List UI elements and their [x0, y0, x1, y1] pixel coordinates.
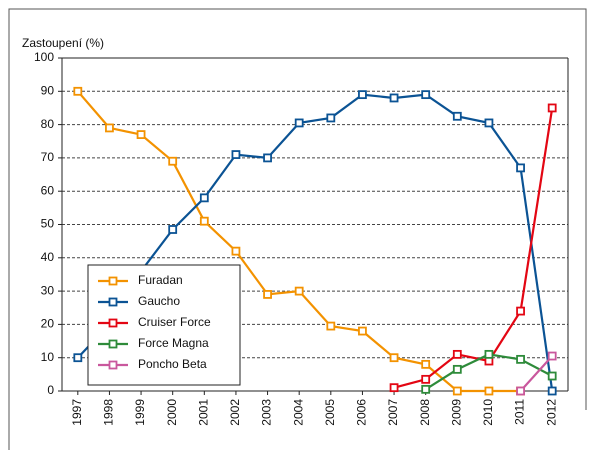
data-point: [105, 123, 114, 133]
data-point: [547, 386, 557, 396]
y-tick-label: 20: [41, 317, 55, 331]
legend-label: Cruiser Force: [138, 315, 211, 329]
y-tick-label: 100: [34, 50, 54, 64]
data-point: [263, 153, 272, 163]
y-tick-label: 60: [41, 183, 55, 197]
data-point: [452, 364, 462, 374]
x-tick-label: 2000: [165, 399, 179, 426]
data-point: [484, 118, 494, 128]
data-point: [294, 286, 304, 296]
data-point: [326, 321, 336, 331]
x-tick-label: 2011: [513, 399, 527, 425]
data-point: [168, 156, 178, 166]
data-point: [421, 359, 431, 369]
data-point: [516, 163, 525, 173]
series-line: [519, 355, 554, 392]
data-point: [516, 386, 525, 396]
y-axis-label: Zastoupení (%): [22, 36, 104, 50]
data-point: [358, 90, 367, 100]
data-point: [389, 353, 399, 363]
data-point: [484, 386, 494, 396]
x-tick-label: 2001: [196, 399, 210, 426]
frame: [8, 8, 587, 450]
series-line: [393, 107, 554, 389]
x-tick-label: 2010: [481, 399, 495, 426]
legend-label: Gaucho: [138, 294, 180, 308]
x-tick-label: 1997: [70, 399, 84, 426]
data-point: [168, 225, 178, 234]
data-point: [136, 130, 146, 139]
data-point: [326, 113, 336, 123]
data-point: [358, 326, 367, 336]
x-tick-label: 2007: [386, 399, 400, 426]
data-point: [547, 103, 557, 113]
data-point: [421, 384, 431, 394]
data-point: [294, 118, 304, 128]
x-tick-label: 2009: [449, 399, 463, 426]
data-point: [199, 216, 209, 226]
data-point: [547, 371, 557, 381]
y-tick-label: 80: [41, 117, 55, 131]
legend-marker: [108, 297, 118, 307]
data-point: [547, 351, 557, 361]
y-tick-label: 90: [41, 83, 55, 97]
series-line: [77, 93, 554, 392]
x-tick-label: 2006: [355, 399, 369, 426]
x-tick-label: 2004: [291, 399, 305, 426]
data-point: [452, 349, 462, 359]
legend-marker: [108, 360, 118, 370]
y-tick-label: 50: [41, 217, 55, 231]
y-tick-label: 10: [41, 350, 55, 364]
x-tick-label: 2008: [418, 399, 432, 426]
y-tick-label: 40: [41, 250, 55, 264]
data-point: [516, 354, 525, 364]
data-point: [231, 150, 241, 159]
y-tick-label: 30: [41, 283, 55, 297]
data-point: [199, 193, 209, 203]
legend-marker: [108, 339, 118, 349]
data-point: [452, 386, 462, 396]
legend-label: Furadan: [138, 273, 183, 287]
data-point: [421, 374, 431, 384]
data-point: [389, 383, 399, 393]
data-point: [452, 111, 462, 121]
data-point: [421, 90, 431, 100]
x-tick-label: 1998: [102, 399, 116, 426]
x-tick-label: 2012: [544, 399, 558, 426]
data-point: [73, 86, 83, 96]
legend-marker: [108, 276, 118, 286]
data-point: [484, 349, 494, 359]
y-tick-label: 0: [47, 383, 54, 397]
y-tick-label: 70: [41, 150, 55, 164]
data-point: [73, 353, 83, 363]
data-point: [389, 93, 399, 103]
legend-label: Force Magna: [138, 336, 209, 350]
x-tick-label: 1999: [133, 399, 147, 426]
x-tick-label: 2002: [228, 399, 242, 426]
data-point: [231, 246, 241, 256]
legend-label: Poncho Beta: [138, 357, 207, 371]
x-tick-label: 2005: [323, 399, 337, 426]
data-point: [516, 306, 525, 316]
legend-marker: [108, 318, 118, 328]
data-point: [263, 290, 272, 299]
x-tick-label: 2003: [260, 399, 274, 426]
